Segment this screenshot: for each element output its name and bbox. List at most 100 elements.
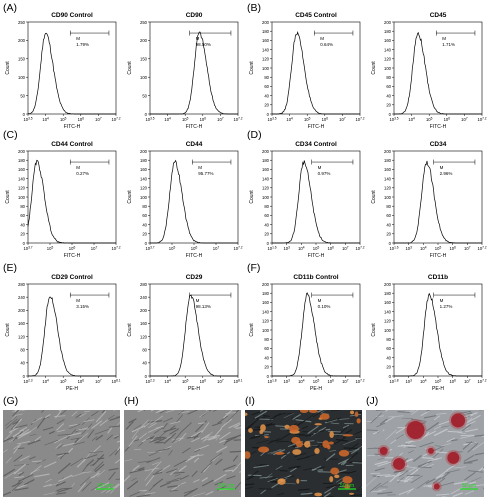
cell-streak — [465, 418, 472, 425]
cell-streak — [13, 454, 23, 462]
cell-streak — [187, 410, 199, 415]
cell-streak — [158, 410, 166, 413]
cell-streak — [405, 421, 410, 427]
y-tick-label: 60 — [386, 213, 391, 218]
x-tick-exponent: 7 — [344, 116, 346, 120]
mineral-deposit — [299, 410, 309, 414]
cell-streak — [420, 410, 430, 416]
x-tick-label: 107 — [95, 116, 102, 122]
x-tick-label: 106 — [69, 245, 76, 251]
y-tick-label: 0 — [145, 241, 148, 246]
x-tick-label: 107 — [217, 116, 224, 122]
y-tick-label: 60 — [264, 84, 269, 89]
cell-streak — [138, 442, 144, 447]
mineral-deposit — [356, 418, 361, 424]
x-tick-label: 105 — [313, 378, 320, 384]
panel-letter-i: (I) — [245, 395, 255, 407]
histogram-curve — [27, 159, 116, 244]
y-tick-label: 20 — [264, 365, 269, 370]
panel-letter-a: (A) — [3, 2, 17, 14]
cell-streak — [222, 464, 237, 471]
mineral-deposit — [288, 424, 299, 433]
cell-streak — [385, 410, 389, 412]
mineral-deposit — [342, 476, 353, 484]
x-tick-label: 101.8 — [389, 378, 398, 384]
cell-streak — [457, 432, 466, 434]
y-axis-label: Count — [249, 323, 255, 337]
cell-streak — [56, 477, 64, 486]
cell-streak — [143, 420, 153, 428]
x-tick-label: 103.5 — [145, 116, 154, 122]
cell-streak — [56, 423, 64, 431]
y-axis-label: Count — [371, 323, 377, 337]
cell-streak — [128, 418, 137, 424]
cell-streak — [201, 477, 208, 482]
cell-streak — [426, 410, 431, 412]
cell-streak — [68, 423, 78, 427]
mineral-deposit — [314, 448, 320, 454]
x-tick-label: 106 — [327, 378, 334, 384]
y-tick-label: 0 — [267, 241, 270, 246]
x-tick-exponent: 7.2 — [482, 245, 487, 249]
cell-streak — [203, 435, 219, 441]
histogram-cd11b-control: CD11b Control 0 20 40 60 80 100 120 140 160 180 200… — [244, 270, 366, 392]
y-tick-label: 240 — [140, 295, 148, 300]
cell-streak — [219, 431, 231, 440]
x-tick-exponent: 5 — [309, 116, 311, 120]
cell-streak — [45, 414, 51, 418]
cell-streak — [4, 431, 13, 440]
cell-streak — [202, 431, 213, 443]
cell-streak — [70, 437, 82, 440]
y-tick-label: 0 — [389, 112, 392, 117]
gate-percent: 98.13% — [196, 304, 211, 309]
x-tick-exponent: 7 — [222, 116, 224, 120]
cell-streak — [165, 410, 176, 413]
histogram-curve — [150, 159, 238, 244]
cell-streak — [148, 422, 157, 429]
cell-streak — [325, 483, 342, 489]
cell-streak — [108, 425, 120, 428]
cell-streak — [97, 457, 105, 460]
cell-streak — [116, 421, 120, 426]
cell-streak — [155, 469, 163, 474]
cell-streak — [250, 434, 265, 439]
cell-streak — [158, 464, 171, 473]
cell-streak — [116, 440, 120, 443]
x-tick-label: 105 — [60, 378, 67, 384]
cell-streak — [108, 467, 119, 471]
cell-streak — [15, 424, 28, 429]
histogram-cd44-control: CD44 Control 0 20 40 60 80 100 120 140 160 180 200 C… — [0, 137, 122, 259]
cell-streak — [377, 491, 393, 495]
y-tick-label: 160 — [262, 167, 270, 172]
cell-streak — [444, 469, 460, 474]
x-tick-exponent: 6 — [73, 245, 75, 249]
cell-streak — [245, 483, 255, 486]
x-tick-label: 104 — [164, 116, 171, 122]
y-tick-label: 40 — [20, 361, 25, 366]
cell-streak — [435, 470, 448, 480]
plot-frame — [393, 283, 483, 377]
cell-streak — [91, 420, 103, 429]
plot-title: CD44 Control — [51, 141, 93, 148]
cell-streak — [18, 410, 24, 412]
cell-streak — [90, 483, 104, 491]
y-tick-label: 200 — [140, 308, 148, 313]
cell-streak — [71, 411, 78, 417]
cell-streak — [145, 475, 155, 486]
cell-streak — [434, 425, 442, 430]
x-tick-label: 106 — [449, 245, 456, 251]
x-tick-label: 108.1 — [111, 378, 120, 384]
cell-streak — [54, 415, 66, 417]
cell-streak — [311, 465, 322, 471]
mineral-deposit — [245, 451, 251, 459]
cell-streak — [300, 434, 313, 437]
plot-frame — [393, 150, 483, 244]
cell-streak — [270, 448, 281, 455]
y-tick-label: 100 — [18, 195, 26, 200]
cell-streak — [345, 429, 353, 434]
cell-streak — [16, 484, 27, 489]
x-tick-label: 107 — [461, 116, 468, 122]
cell-streak — [267, 449, 283, 454]
cell-streak — [234, 481, 241, 490]
cell-streak — [328, 430, 342, 433]
